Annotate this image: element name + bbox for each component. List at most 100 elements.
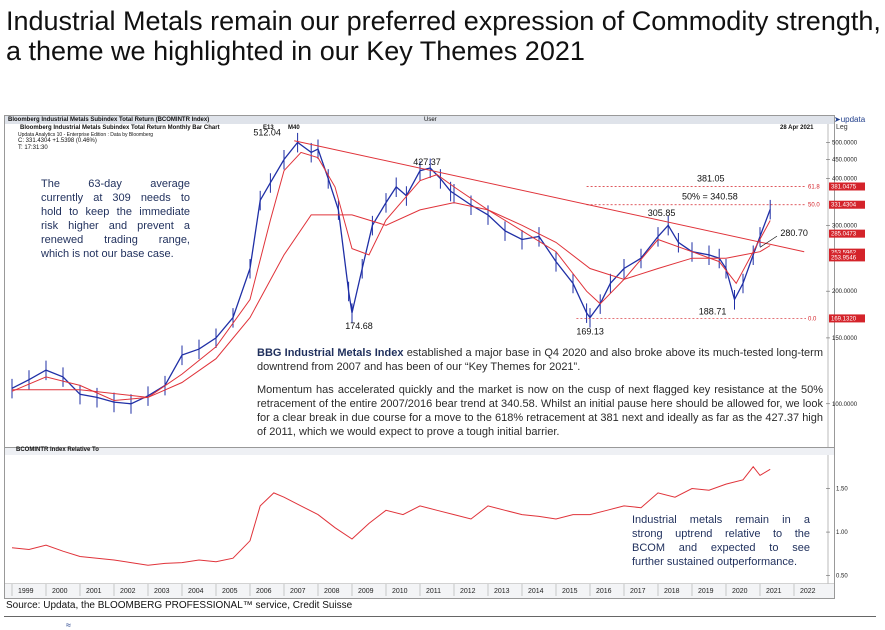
price-annotation: 305.85 [648,208,676,218]
y-tick-label: 450.0000 [832,157,858,163]
x-tick-label: 2000 [52,588,68,595]
ma63-line [11,151,771,402]
x-tick-label: 1999 [18,588,34,595]
y-tick-label: 400.0000 [832,177,858,183]
relative-panel: 1.50 1.00 0.50 [11,454,848,584]
chart-annotations: 512.04 427.37 174.68 305.85 169.13 188.71 280.… [253,128,808,337]
relative-series-line [11,465,771,566]
y-tick-label: 200.0000 [832,289,858,295]
chart-lines [11,132,805,414]
x-tick-label: 2005 [222,588,238,595]
annotation-arrow [759,235,778,248]
x-tick-label: 2020 [732,588,748,595]
x-tick-label: 2006 [256,588,272,595]
x-tick-label: 2017 [630,588,646,595]
x-axis: 1999 2000 2001 2002 2003 2004 2005 2006 2007 2008… [5,583,834,598]
fib-level-label: 381.05 [697,173,725,183]
ticker-title: Bloomberg Industrial Metals Subindex Tot… [8,117,210,123]
callout-left-line: risk higher and prevent a [41,220,190,232]
axis-badge-bg [829,182,865,191]
fib-level-label: 50% = 340.58 [682,192,738,202]
axis-badge-text: 331.4304 [831,203,857,209]
x-tick-label: 2021 [766,588,782,595]
rel-y-tick-label: 1.00 [836,530,848,536]
x-tick-label: 2011 [426,588,441,595]
chart-date: 28 Apr 2021 [780,125,814,131]
callout-right-line: strong uptrend relative to the [632,528,810,540]
price-annotation: 427.37 [413,157,441,167]
brand-logo: ➤updata [834,115,866,124]
callout-left-line: which is not our base case. [41,248,174,260]
x-tick-label: 2018 [664,588,680,595]
callout-left-line: The 63-day average [41,178,190,190]
x-tick-label: 2016 [596,588,612,595]
x-axis-band [5,584,834,598]
price-series-line [11,141,771,405]
note-paragraph-1: BBG Industrial Metals Index established … [257,346,823,374]
y-axis: 500.0000 450.0000 400.0000 300.0000 200.0000… [826,124,858,447]
axis-badge-bg [829,229,865,238]
x-tick-label: 2003 [154,588,170,595]
x-tick-label: 2008 [324,588,340,595]
callout-left: The 63-day average currently at 309 need… [41,177,190,261]
chart-subtitle: Bloomberg Industrial Metals Subindex Tot… [20,125,220,131]
x-tick-label: 2019 [698,588,714,595]
time-label: T: 17:31:30 [18,145,48,151]
x-tick-label: 2010 [392,588,408,595]
x-tick-label: 2022 [800,588,816,595]
x-tick-label: 2001 [86,588,102,595]
y-tick-label: 500.0000 [832,140,858,146]
x-tick-label: 2013 [494,588,510,595]
x-tick-label: 2009 [358,588,374,595]
x-tick-label: 2012 [460,588,476,595]
axis-badge-text: 285.0473 [831,232,857,238]
price-annotation: 169.13 [576,326,604,336]
downtrend-line [294,140,805,253]
note1-text: established a major base in Q4 2020 and … [257,347,824,373]
x-tick-label: 2007 [290,588,306,595]
relative-panel-title: BCOMINTR Index Relative To [16,447,99,453]
rel-y-tick-label: 0.50 [836,574,848,580]
axis-badge-text: 169.1320 [831,316,857,322]
y-tick-label: 100.0000 [832,402,858,408]
x-tick-label: 2002 [120,588,136,595]
chart-header-bar [5,116,834,124]
axis-badge-text: 253.9546 [831,255,857,261]
price-annotation: 174.68 [345,321,373,331]
fib-level-tag: 50.0 [808,203,820,209]
x-tick-label: 2015 [562,588,578,595]
callout-left-line: renewed trading range, [41,234,190,246]
page-headline: Industrial Metals remain our preferred e… [6,6,881,66]
edition-label: Updata Analytics 10 - Enterprise Edition… [18,132,154,138]
note-index-name: BBG Industrial Metals Index [257,347,404,359]
axis-badge-bg [829,253,865,262]
x-tick-label: 2014 [528,588,544,595]
fib-levels: 61.8 381.0475 381.05 50.0 331.4304 50% = 340.… [576,173,865,323]
footer-divider [4,616,876,617]
legend-label: Leg [836,124,848,131]
fib-level-tag: 0.0 [808,316,817,322]
x-tick-label: 2004 [188,588,204,595]
chart-frame [4,115,835,599]
brand-arrow-icon: ➤ [834,115,841,124]
credit-suisse-sails-icon: ≈ [66,620,71,630]
note-paragraph-2: Momentum has accelerated quickly and the… [257,384,823,438]
user-label: User [424,117,437,123]
y-tick-label: 150.0000 [832,336,858,342]
price-annotation: 188.71 [699,307,727,317]
callout-left-line: hold to keep the immediate [41,206,190,218]
code-label-2: M40 [288,125,300,131]
price-annotation: 280.70 [780,228,808,238]
callout-right: Industrial metals remain in a strong upt… [632,513,810,569]
axis-badge-text: 381.0475 [831,184,857,190]
y-tick-label: 300.0000 [832,223,858,229]
quote-label: C: 331.4304 +1.5398 (0.46%) [18,138,97,144]
callout-right-line: further sustained outperformance. [632,556,798,568]
callout-left-line: currently at 309 needs to [41,192,190,204]
callout-right-line: BCOM and expected to see [632,542,810,554]
long-ma-line [12,202,771,398]
source-note: Source: Updata, the BLOOMBERG PROFESSION… [6,600,353,611]
price-annotation: 512.04 [253,128,281,138]
axis-badge-bg [829,314,865,323]
